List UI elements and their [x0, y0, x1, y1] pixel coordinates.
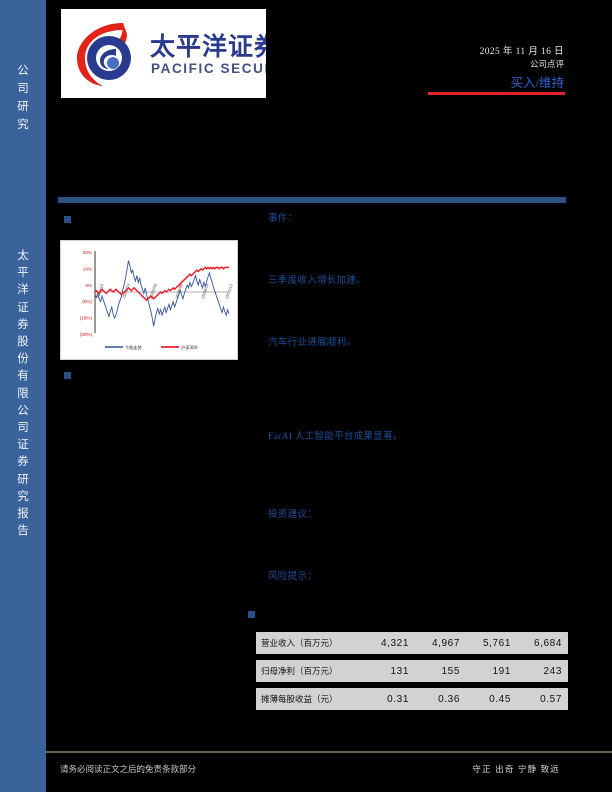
pacific-securities-mark-icon [77, 23, 131, 86]
sidebar-ch: 证 [17, 301, 29, 314]
sidebar-top-ch-3: 究 [17, 119, 29, 131]
sidebar-ch: 限 [17, 387, 29, 400]
report-date: 2025 年 11 月 16 日 [479, 47, 564, 57]
svg-text:25/08/14: 25/08/14 [200, 282, 210, 299]
svg-text:6%: 6% [85, 283, 92, 288]
table-row: 营业收入（百万元） 4,321 4,967 5,761 6,684 [256, 632, 568, 654]
financial-summary-table: 营业收入（百万元） 4,321 4,967 5,761 6,684 归母净利（百万元） 13… [256, 632, 568, 716]
footer-disclaimer: 请务必阅读正文之后的免责条款部分 [60, 764, 197, 774]
svg-text:个股走势: 个股走势 [125, 344, 143, 351]
sidebar-ch: 公 [17, 404, 29, 417]
svg-text:25/03/28: 25/03/28 [148, 282, 158, 299]
table-cell-value: 191 [492, 665, 511, 677]
table-cell-value: 0.36 [438, 693, 460, 705]
svg-text:25/11/13: 25/11/13 [224, 283, 234, 300]
sidebar-top-ch-0: 公 [17, 65, 29, 77]
sidebar-top-ch-1: 司 [17, 83, 29, 95]
table-cell-value: 4,321 [380, 637, 409, 649]
logo-english-name: PACIFIC SECURITIES [151, 61, 266, 76]
table-row-label: 归母净利（百万元） [261, 666, 338, 676]
sidebar-ch: 股 [17, 336, 29, 349]
svg-text:(30%): (30%) [80, 332, 93, 337]
risk-heading: 风险提示： [268, 572, 318, 582]
stock-performance-chart: 30% 18% 6% (6%) (18%) (30%) 24/11/15 25/… [60, 240, 238, 360]
table-cell-value: 155 [441, 665, 460, 677]
sidebar-ch: 司 [17, 422, 29, 435]
svg-text:(6%): (6%) [82, 299, 92, 304]
table-row-label: 摊薄每股收益（元） [261, 694, 338, 704]
table-row-label: 营业收入（百万元） [261, 638, 338, 648]
series-line-stock [94, 260, 230, 327]
highlight-1: 三季度收入增长加速。 [268, 276, 367, 286]
table-cell-value: 5,761 [482, 637, 511, 649]
svg-text:25/06/06: 25/06/06 [174, 282, 184, 299]
bullet-marker-1 [64, 216, 71, 223]
table-cell-value: 0.45 [489, 693, 511, 705]
table-cell-value: 0.57 [540, 693, 562, 705]
sidebar-top-label: 公 司 研 究 [0, 62, 46, 134]
footer-slogan: 守正 出奇 宁静 致远 [472, 764, 560, 774]
section-divider [58, 197, 566, 203]
investment-rating: 买入/维持 [510, 76, 564, 90]
bullet-marker-3 [248, 611, 255, 618]
sidebar-ch: 告 [17, 525, 29, 538]
footer-rule [46, 751, 612, 753]
sidebar-ch: 研 [17, 473, 29, 486]
sidebar-ch: 洋 [17, 284, 29, 297]
table-row: 归母净利（百万元） 131 155 191 243 [256, 660, 568, 682]
sidebar-ch: 证 [17, 439, 29, 452]
left-sidebar: 公 司 研 究 太 平 洋 证 券 股 份 有 限 公 司 证 券 研 究 报 … [0, 0, 46, 792]
table-cell-value: 131 [390, 665, 409, 677]
sidebar-top-ch-2: 研 [17, 101, 29, 113]
svg-text:沪深300: 沪深300 [181, 344, 198, 351]
highlight-3: FarAI 人工智能平台成果显著。 [268, 432, 403, 442]
bullet-marker-2 [64, 372, 71, 379]
sidebar-ch: 平 [17, 267, 29, 280]
header-red-rule [428, 92, 565, 95]
sidebar-ch: 份 [17, 353, 29, 366]
sidebar-ch: 券 [17, 456, 29, 469]
table-cell-value: 0.31 [387, 693, 409, 705]
sidebar-ch: 有 [17, 370, 29, 383]
sidebar-ch: 究 [17, 490, 29, 503]
sidebar-bottom-label: 太 平 洋 证 券 股 份 有 限 公 司 证 券 研 究 报 告 [0, 248, 46, 540]
series-line-index [94, 266, 229, 302]
table-cell-value: 6,684 [533, 637, 562, 649]
advice-heading: 投资建议： [268, 510, 318, 520]
svg-text:(18%): (18%) [80, 316, 93, 321]
event-heading: 事件： [268, 214, 298, 224]
chart-svg: 30% 18% 6% (6%) (18%) (30%) 24/11/15 25/… [61, 241, 237, 359]
table-cell-value: 4,967 [431, 637, 460, 649]
highlight-2: 汽车行业进展顺利。 [268, 338, 357, 348]
table-cell-value: 243 [543, 665, 562, 677]
table-row: 摊薄每股收益（元） 0.31 0.36 0.45 0.57 [256, 688, 568, 710]
sidebar-ch: 太 [17, 250, 29, 262]
svg-text:30%: 30% [83, 250, 92, 255]
report-type: 公司点评 [529, 59, 564, 69]
sidebar-ch: 券 [17, 318, 29, 331]
svg-text:18%: 18% [83, 266, 92, 271]
sidebar-ch: 报 [17, 508, 29, 521]
